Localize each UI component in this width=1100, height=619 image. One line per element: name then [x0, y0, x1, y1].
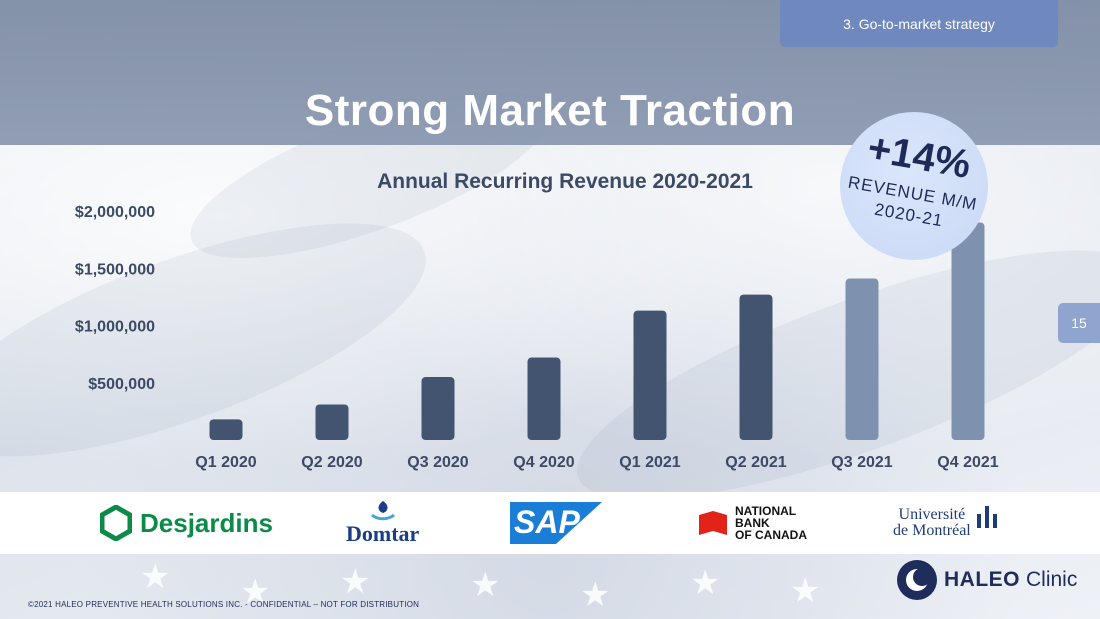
- revenue-bar-chart: $500,000 $1,000,000 $1,500,000 $2,000,000 Q1…: [75, 204, 999, 471]
- bar: [209, 419, 243, 440]
- haleo-clinic-brand: HALEO Clinic: [897, 560, 1077, 600]
- haleo-moon-icon: [897, 560, 937, 600]
- bar: [739, 294, 773, 440]
- bar: [845, 278, 879, 440]
- chart-title: Annual Recurring Revenue 2020-2021: [377, 170, 753, 193]
- desjardins-hexagon-icon: [100, 505, 132, 541]
- domtar-name: Domtar: [346, 521, 420, 546]
- sap-name: SAP: [514, 504, 580, 540]
- national-bank-name-line-3: OF CANADA: [735, 528, 807, 542]
- x-tick-label: Q2 2021: [725, 454, 786, 471]
- page-number: 15: [1058, 303, 1100, 343]
- x-tick-label: Q4 2021: [937, 454, 998, 471]
- x-tick-label: Q3 2021: [831, 454, 892, 471]
- national-bank-name: NATIONAL BANK OF CANADA: [735, 505, 807, 541]
- client-logo-band: Desjardins Domtar SAP NATIONAL BANK OF C…: [0, 492, 1100, 554]
- x-tick-label: Q2 2020: [301, 454, 362, 471]
- brand-name-light: Clinic: [1026, 568, 1078, 591]
- x-tick-label: Q3 2020: [407, 454, 468, 471]
- x-tick-label: Q1 2020: [195, 454, 256, 471]
- domtar-logo: Domtar: [346, 492, 419, 554]
- y-tick-label: $1,500,000: [75, 261, 155, 278]
- bar: [951, 222, 985, 440]
- universite-de-montreal-logo: Université de Montréal: [893, 492, 999, 554]
- udem-name-line-1: Université: [898, 506, 966, 523]
- sap-logo-icon: [510, 502, 602, 544]
- bar: [527, 357, 561, 440]
- x-tick-label: Q4 2020: [513, 454, 574, 471]
- udem-name-line-2: de Montréal: [893, 522, 971, 539]
- national-bank-logo: NATIONAL BANK OF CANADA: [697, 492, 807, 554]
- bar: [633, 310, 667, 440]
- udem-name: Université de Montréal: [893, 507, 971, 539]
- page-title: Strong Market Traction: [304, 86, 796, 135]
- confidentiality-footer: ©2021 HALEO PREVENTIVE HEALTH SOLUTIONS …: [28, 600, 420, 609]
- growth-callout-bubble: +14% REVENUE M/M 2020-21: [840, 112, 988, 260]
- y-tick-label: $1,000,000: [75, 319, 155, 336]
- desjardins-logo: Desjardins: [100, 492, 273, 554]
- bar: [315, 404, 349, 440]
- bar: [421, 377, 455, 440]
- sap-logo: SAP: [510, 492, 602, 554]
- domtar-emblem-icon: [370, 501, 395, 521]
- desjardins-name: Desjardins: [140, 507, 273, 538]
- brand-name-bold: HALEO: [944, 568, 1020, 591]
- national-bank-name-line-1: NATIONAL: [735, 504, 797, 518]
- section-tag[interactable]: 3. Go-to-market strategy: [780, 0, 1058, 47]
- national-bank-flag-icon: [699, 511, 727, 535]
- y-tick-label: $500,000: [88, 376, 155, 393]
- y-tick-label: $2,000,000: [75, 204, 155, 221]
- national-bank-name-line-2: BANK: [735, 516, 770, 530]
- x-tick-label: Q1 2021: [619, 454, 680, 471]
- udem-emblem-icon: [976, 506, 997, 528]
